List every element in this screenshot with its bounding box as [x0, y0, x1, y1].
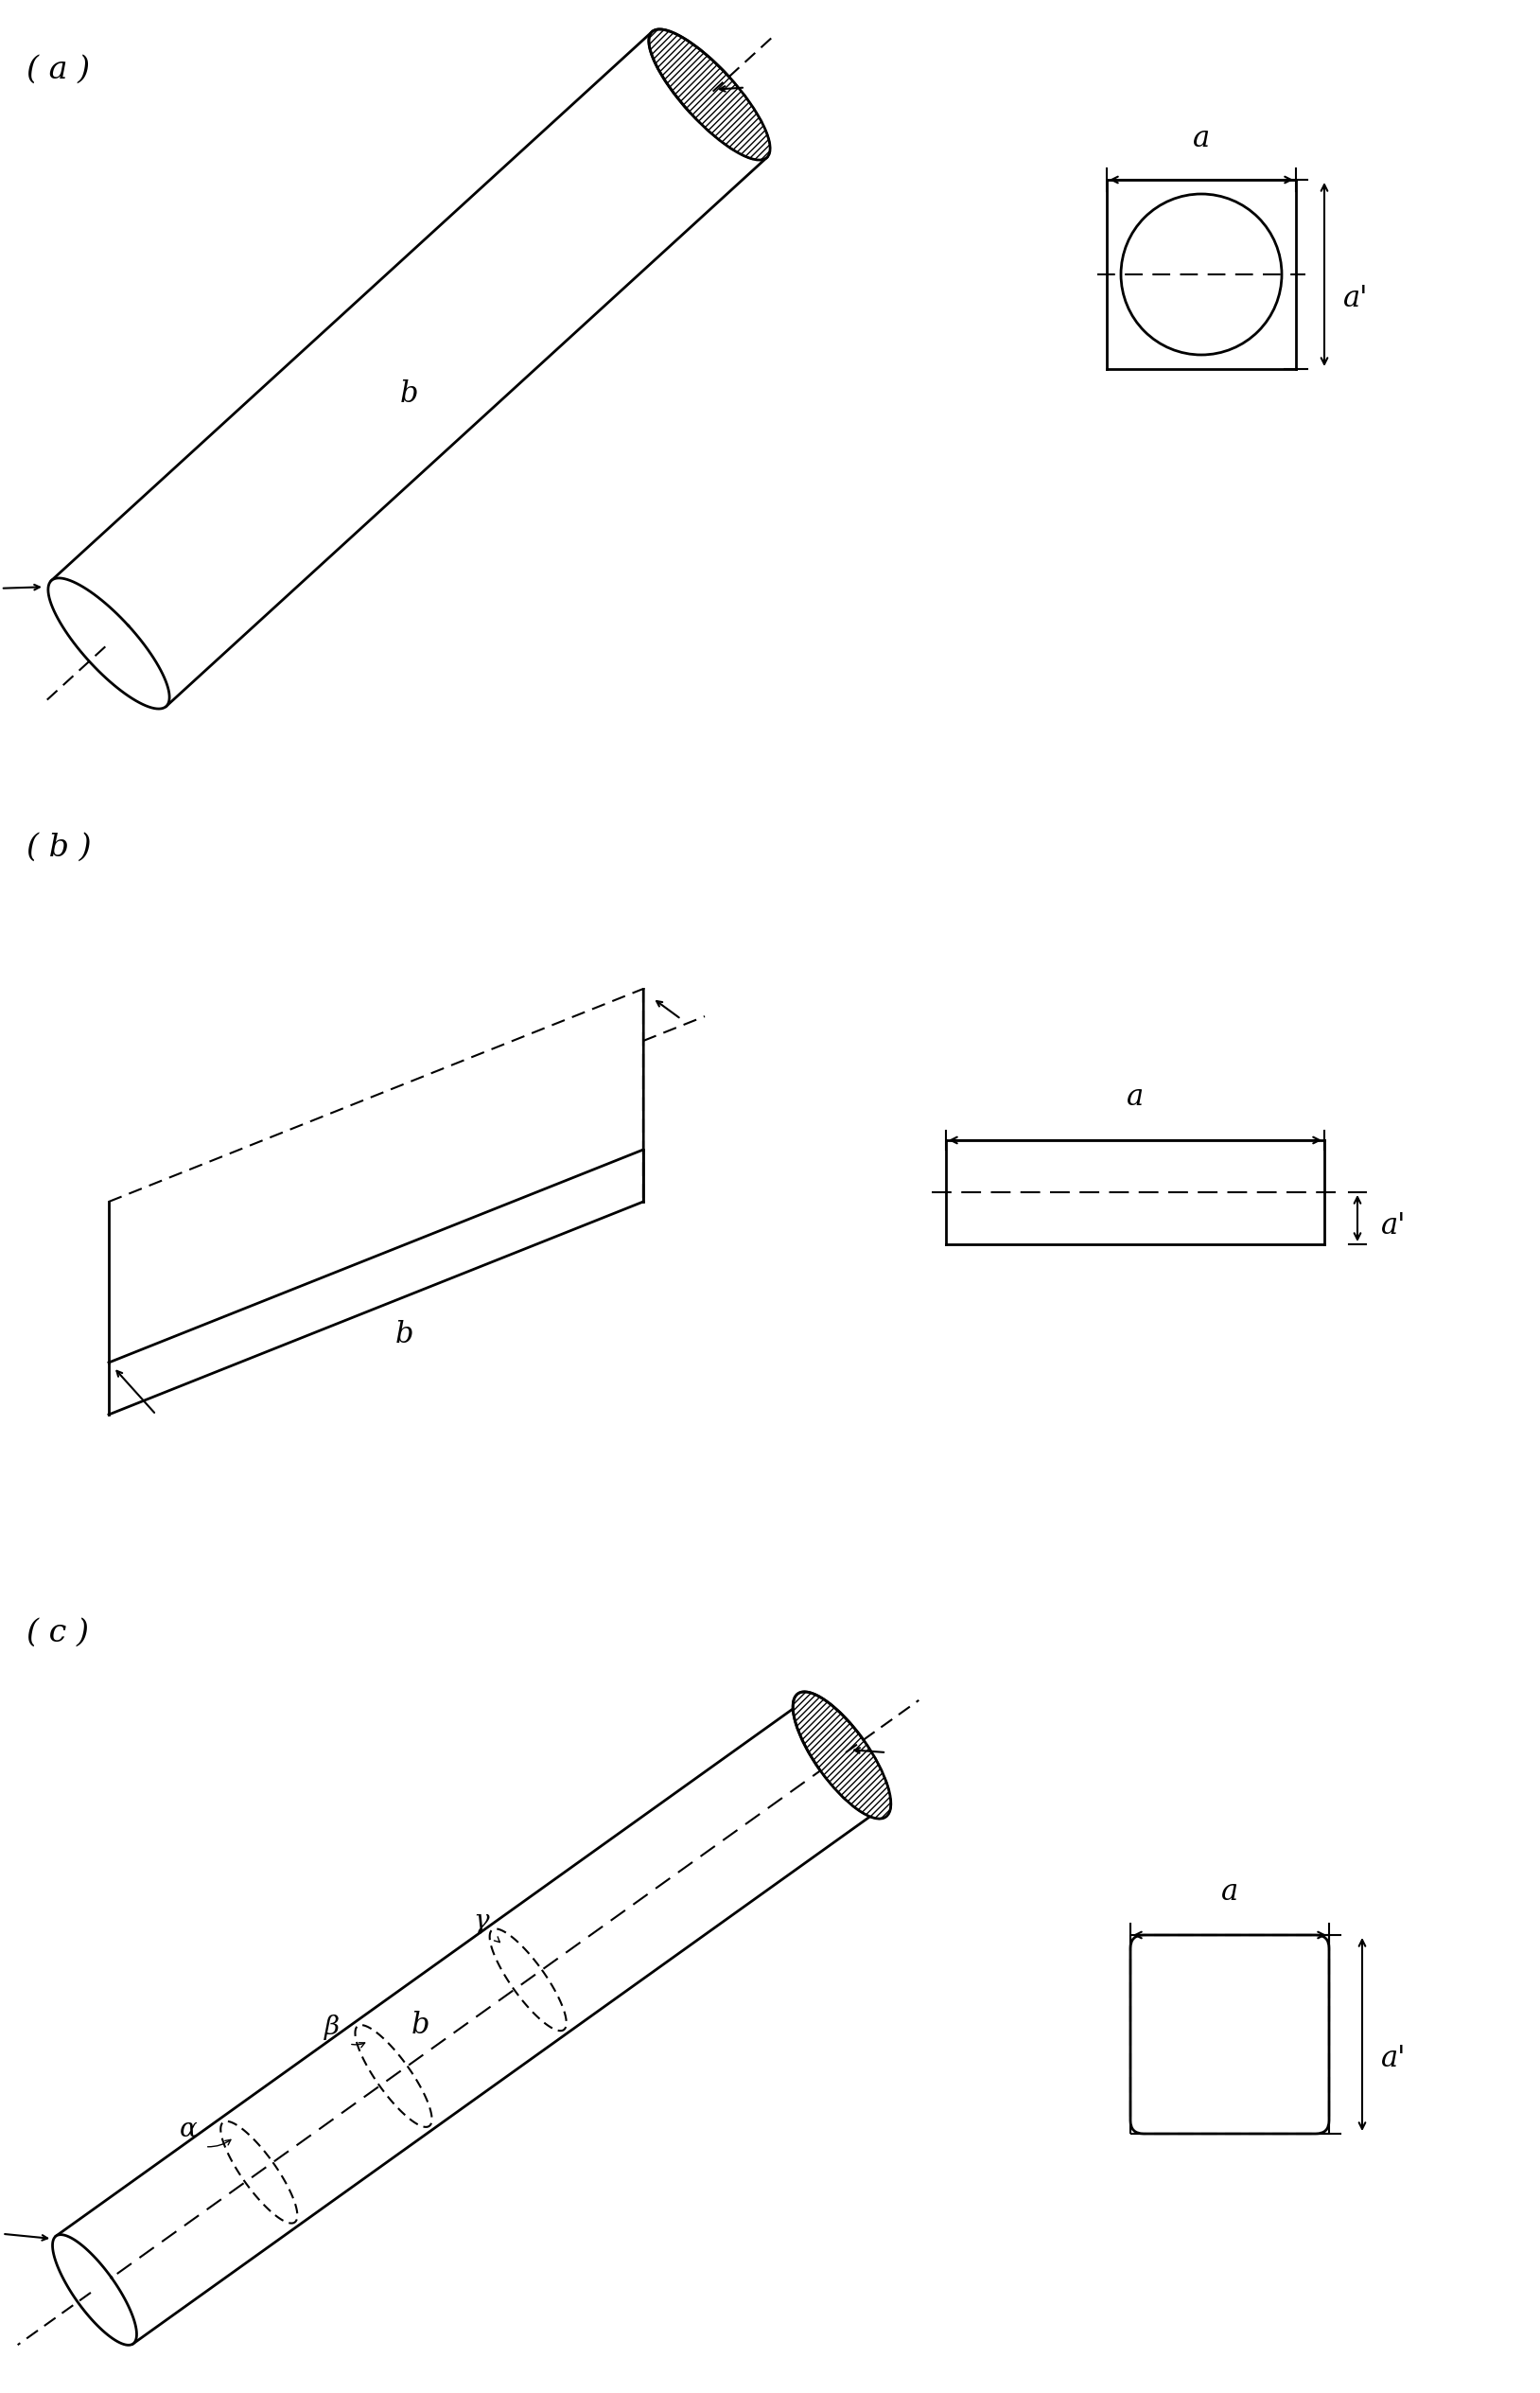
Text: b: b — [396, 1321, 414, 1350]
Polygon shape — [109, 988, 644, 1362]
Polygon shape — [648, 29, 770, 160]
Text: γ: γ — [473, 1907, 488, 1934]
Text: a: a — [1194, 124, 1210, 153]
Text: a: a — [1221, 1876, 1238, 1907]
Text: a: a — [1127, 1082, 1144, 1113]
Text: α: α — [179, 2118, 197, 2142]
Polygon shape — [52, 2235, 137, 2345]
Text: a': a' — [1381, 2044, 1406, 2072]
Polygon shape — [793, 1692, 890, 1819]
Text: ( c ): ( c ) — [26, 1618, 89, 1649]
Text: b: b — [411, 2010, 430, 2041]
Text: β: β — [325, 2015, 340, 2039]
Text: a': a' — [1381, 1211, 1406, 1240]
Polygon shape — [48, 579, 169, 708]
Text: b: b — [399, 380, 417, 409]
Text: ( a ): ( a ) — [26, 55, 89, 86]
Text: a': a' — [1343, 282, 1369, 313]
Text: ( b ): ( b ) — [26, 833, 91, 864]
